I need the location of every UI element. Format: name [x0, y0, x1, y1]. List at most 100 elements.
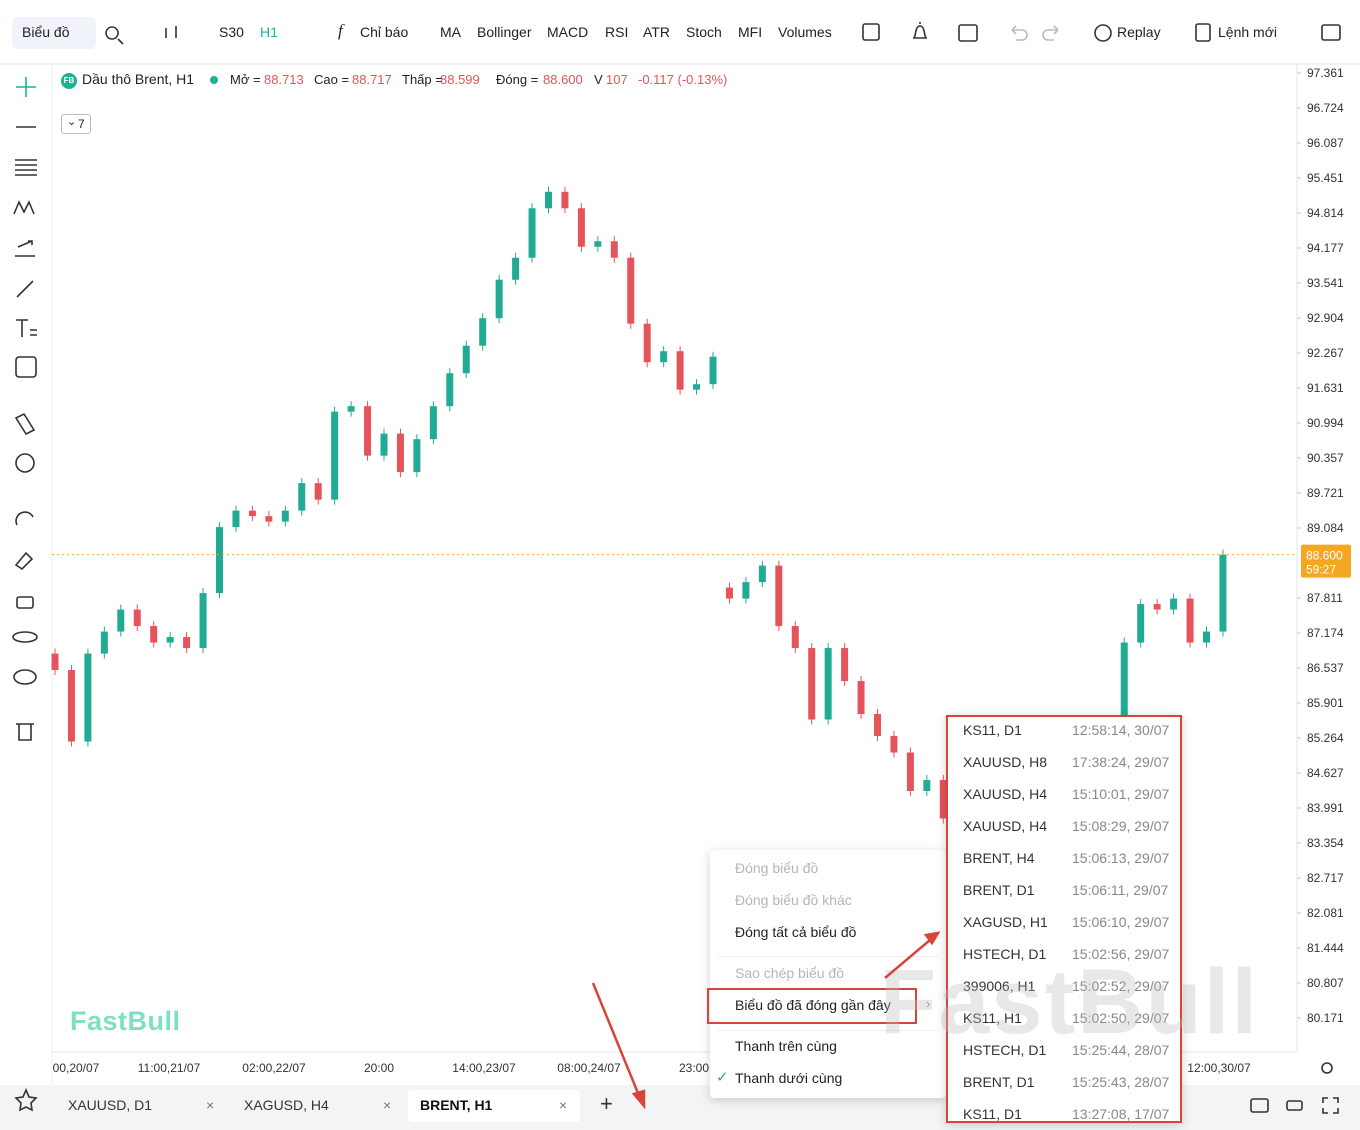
- recent-chart-name[interactable]: KS11, D1: [963, 1106, 1022, 1122]
- minimize-icon[interactable]: [1286, 1100, 1303, 1111]
- recent-chart-name[interactable]: XAUUSD, H8: [963, 754, 1048, 770]
- trash-tool[interactable]: [16, 723, 34, 741]
- x-tick-label: 12:00,30/07: [1187, 1061, 1251, 1075]
- recent-chart-name[interactable]: HSTECH, D1: [963, 946, 1047, 962]
- recent-chart-time[interactable]: 15:02:50, 29/07: [1072, 1010, 1170, 1026]
- chart-menu-label[interactable]: Biểu đồ: [22, 24, 70, 40]
- indicator-shortcut[interactable]: RSI: [605, 24, 629, 40]
- replay-icon[interactable]: [1094, 24, 1112, 42]
- tab-close[interactable]: ×: [206, 1097, 215, 1113]
- menu-item[interactable]: Biểu đồ đã đóng gần đây: [735, 997, 891, 1013]
- interval-active[interactable]: H1: [260, 24, 278, 40]
- projection-tool[interactable]: [15, 240, 35, 257]
- settings-icon[interactable]: [1321, 1062, 1333, 1074]
- y-tick-label: 83.991: [1307, 801, 1344, 815]
- symbol-name[interactable]: Dầu thô Brent, H1: [82, 71, 195, 87]
- orbit-tool[interactable]: [12, 631, 38, 643]
- indicators-button[interactable]: Chỉ báo: [360, 24, 409, 40]
- tab-close[interactable]: ×: [559, 1097, 568, 1113]
- recent-chart-time[interactable]: 15:06:13, 29/07: [1072, 850, 1170, 866]
- y-tick-label: 89.084: [1307, 521, 1344, 535]
- recent-chart-name[interactable]: XAUUSD, H4: [963, 786, 1048, 802]
- menu-item[interactable]: Thanh dưới cùng: [735, 1070, 843, 1086]
- favorite-icon[interactable]: [14, 1087, 38, 1112]
- emoji-tool[interactable]: [15, 356, 37, 378]
- lock-drawing-tool[interactable]: [14, 551, 34, 571]
- indicator-shortcut[interactable]: Volumes: [778, 24, 832, 40]
- fullscreen-icon[interactable]: [1322, 1097, 1339, 1114]
- new-order-button[interactable]: Lệnh mới: [1218, 24, 1277, 40]
- ruler-tool[interactable]: [14, 412, 36, 436]
- chart-tab[interactable]: XAUUSD, D1: [68, 1097, 153, 1113]
- y-tick-label: 82.717: [1307, 871, 1344, 885]
- chart-tab[interactable]: XAGUSD, H4: [244, 1097, 329, 1113]
- add-tab[interactable]: +: [600, 1091, 613, 1116]
- indicator-toggle[interactable]: [61, 114, 91, 134]
- recent-chart-time[interactable]: 15:25:43, 28/07: [1072, 1074, 1170, 1090]
- recent-chart-time[interactable]: 15:10:01, 29/07: [1072, 786, 1170, 802]
- search-icon[interactable]: [105, 26, 124, 45]
- candle-type-icon[interactable]: [165, 26, 177, 38]
- chart-tab[interactable]: BRENT, H1: [420, 1097, 493, 1113]
- y-tick-label: 90.994: [1307, 416, 1344, 430]
- submenu-arrow: ›: [926, 996, 931, 1011]
- recent-chart-name[interactable]: BRENT, D1: [963, 882, 1035, 898]
- recent-chart-name[interactable]: XAGUSD, H1: [963, 914, 1048, 930]
- indicator-shortcut[interactable]: MACD: [547, 24, 589, 40]
- alert-icon[interactable]: [913, 22, 927, 39]
- change-value: -0.117 (-0.13%): [638, 72, 728, 87]
- countdown-label: 59:27: [1306, 563, 1336, 577]
- crosshair-tool[interactable]: [16, 77, 36, 97]
- recent-chart-time[interactable]: 15:02:52, 29/07: [1072, 978, 1170, 994]
- recent-chart-name[interactable]: HSTECH, D1: [963, 1042, 1047, 1058]
- recent-chart-name[interactable]: KS11, D1: [963, 722, 1022, 738]
- candle-body: [183, 637, 191, 649]
- y-tick-label: 87.811: [1307, 591, 1343, 605]
- recent-chart-time[interactable]: 12:58:14, 30/07: [1072, 722, 1170, 738]
- indicator-shortcut[interactable]: MFI: [738, 24, 763, 40]
- chart-menu-button[interactable]: [12, 17, 96, 49]
- brush-tool[interactable]: [16, 280, 34, 298]
- lock-tool[interactable]: [16, 596, 34, 609]
- open-value: 88.713: [264, 72, 304, 87]
- eye-tool[interactable]: [13, 669, 37, 685]
- recent-chart-time[interactable]: 13:27:08, 17/07: [1072, 1106, 1170, 1122]
- order-icon[interactable]: [1195, 23, 1211, 42]
- tab-close[interactable]: ×: [383, 1097, 392, 1113]
- recent-chart-time[interactable]: 15:02:56, 29/07: [1072, 946, 1170, 962]
- layout-bottom-icon[interactable]: [1250, 1098, 1269, 1113]
- recent-chart-name[interactable]: BRENT, D1: [963, 1074, 1035, 1090]
- calendar-icon[interactable]: [958, 24, 978, 42]
- menu-item[interactable]: Thanh trên cùng: [735, 1038, 837, 1054]
- panel-icon[interactable]: [1321, 24, 1341, 41]
- pattern-tool[interactable]: [13, 200, 35, 215]
- indicator-shortcut[interactable]: ATR: [643, 24, 670, 40]
- recent-chart-time[interactable]: 15:06:10, 29/07: [1072, 914, 1170, 930]
- recent-chart-time[interactable]: 15:08:29, 29/07: [1072, 818, 1170, 834]
- replay-button[interactable]: Replay: [1117, 24, 1161, 40]
- zoom-tool[interactable]: [15, 453, 35, 473]
- candle-body: [298, 483, 306, 511]
- magnet-tool[interactable]: [15, 511, 34, 526]
- layout-icon[interactable]: [862, 23, 880, 41]
- recent-chart-time[interactable]: 15:06:11, 29/07: [1072, 882, 1169, 898]
- recent-chart-time[interactable]: 15:25:44, 28/07: [1072, 1042, 1170, 1058]
- fib-tool[interactable]: [15, 159, 37, 176]
- interval-option[interactable]: S30: [219, 24, 244, 40]
- redo-icon[interactable]: [1042, 25, 1059, 41]
- indicator-shortcut[interactable]: Bollinger: [477, 24, 532, 40]
- fx-icon: f: [338, 21, 343, 40]
- indicator-shortcut[interactable]: MA: [440, 24, 461, 40]
- recent-chart-name[interactable]: BRENT, H4: [963, 850, 1035, 866]
- recent-chart-name[interactable]: XAUUSD, H4: [963, 818, 1048, 834]
- x-tick-label: 14:00,23/07: [452, 1061, 516, 1075]
- text-tool[interactable]: [16, 319, 37, 337]
- indicator-shortcut[interactable]: Stoch: [686, 24, 722, 40]
- recent-chart-name[interactable]: KS11, H1: [963, 1010, 1022, 1026]
- recent-chart-name[interactable]: 399006, H1: [963, 978, 1036, 994]
- recent-chart-time[interactable]: 17:38:24, 29/07: [1072, 754, 1170, 770]
- menu-item[interactable]: Đóng tất cả biểu đồ: [735, 924, 857, 940]
- candle-body: [610, 241, 618, 258]
- undo-icon[interactable]: [1011, 25, 1028, 41]
